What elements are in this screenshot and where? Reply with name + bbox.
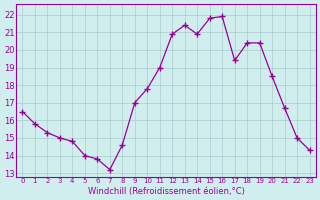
X-axis label: Windchill (Refroidissement éolien,°C): Windchill (Refroidissement éolien,°C) <box>88 187 244 196</box>
